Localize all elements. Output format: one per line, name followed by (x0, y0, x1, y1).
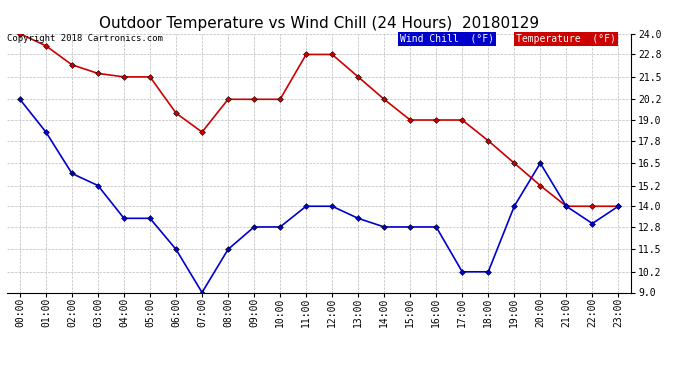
Text: Temperature  (°F): Temperature (°F) (516, 34, 615, 44)
Text: Wind Chill  (°F): Wind Chill (°F) (400, 34, 494, 44)
Text: Copyright 2018 Cartronics.com: Copyright 2018 Cartronics.com (7, 34, 163, 43)
Title: Outdoor Temperature vs Wind Chill (24 Hours)  20180129: Outdoor Temperature vs Wind Chill (24 Ho… (99, 16, 539, 31)
